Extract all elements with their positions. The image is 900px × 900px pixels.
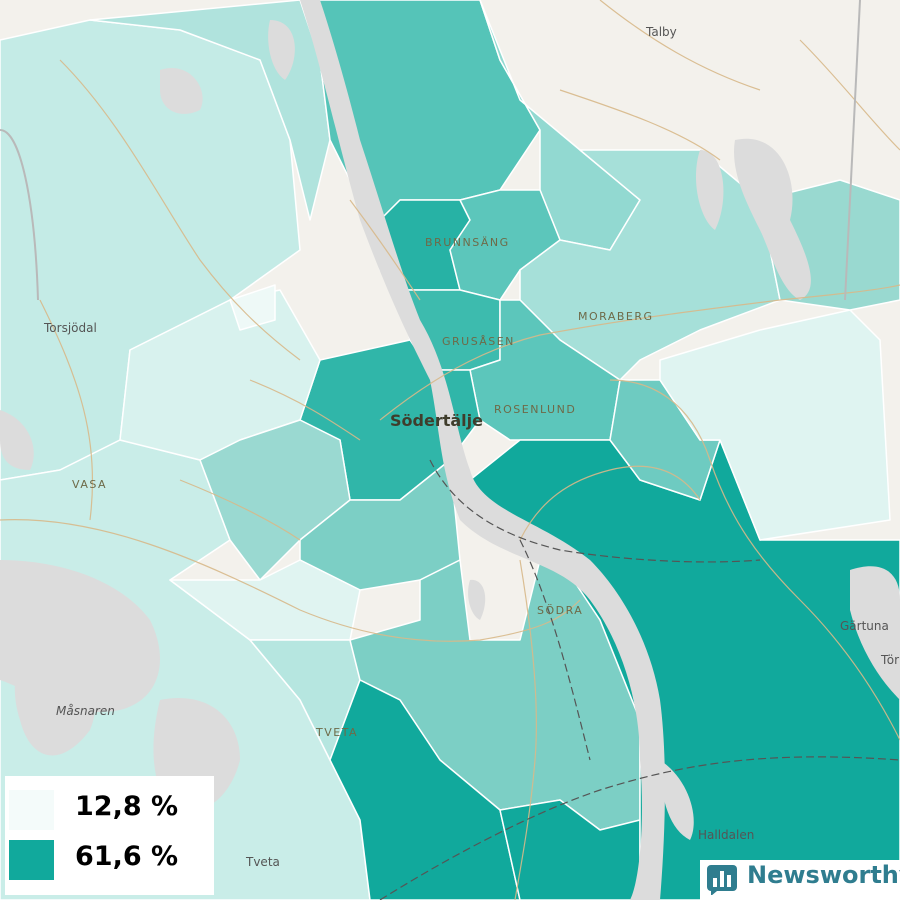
district-label-tveta: TVETA xyxy=(316,726,359,739)
canal xyxy=(300,0,665,900)
place-label-talby: Talby xyxy=(646,25,677,39)
district-label-moraberg: MORABERG xyxy=(578,310,654,323)
lake-north-west xyxy=(160,68,203,114)
pond-sodra xyxy=(468,579,486,620)
lake-east xyxy=(734,138,811,300)
district-label-grusasen: GRUSÅSEN xyxy=(442,335,515,348)
bar-chart-icon xyxy=(707,865,737,895)
major-roads xyxy=(0,0,861,301)
city-label: Södertälje xyxy=(390,411,483,430)
legend: 12,8 % 61,6 % xyxy=(5,776,214,895)
region-tveta-east xyxy=(329,679,521,900)
railway xyxy=(379,459,900,900)
place-label-vasa: VASA xyxy=(72,478,108,491)
district-label-rosenlund: ROSENLUND xyxy=(494,403,577,416)
legend-row-min: 12,8 % xyxy=(5,788,214,832)
place-label-torsjodal: Torsjödal xyxy=(44,321,97,335)
legend-max-label: 61,6 % xyxy=(75,841,179,872)
region-inner-west-b xyxy=(229,284,276,331)
district-label-brunnsang: BRUNNSÄNG xyxy=(425,236,510,249)
region-east-light xyxy=(659,309,891,541)
place-label-masnaren: Måsnaren xyxy=(56,704,115,718)
legend-swatch-min xyxy=(9,790,54,830)
district-label-sodra: SÖDRA xyxy=(537,604,584,617)
place-label-tveta: Tveta xyxy=(246,855,280,869)
newsworthy-brand: Newsworthy xyxy=(700,860,900,900)
lake-halldalen xyxy=(660,760,694,840)
lake-east-2 xyxy=(695,150,724,230)
place-label-tor: Tör xyxy=(881,653,900,667)
brand-name: Newsworthy xyxy=(747,861,900,889)
lake-gartuna xyxy=(850,566,900,700)
legend-row-max: 61,6 % xyxy=(5,838,214,882)
place-label-gartuna: Gärtuna xyxy=(840,619,889,633)
lake-far-west xyxy=(0,410,34,470)
lake-upper xyxy=(268,20,295,80)
lake-masnaren xyxy=(14,640,97,756)
legend-swatch-max xyxy=(9,840,54,880)
legend-min-label: 12,8 % xyxy=(75,791,179,822)
region-brunnsang-east xyxy=(449,189,561,301)
place-label-halldalen: Halldalen xyxy=(698,828,755,842)
